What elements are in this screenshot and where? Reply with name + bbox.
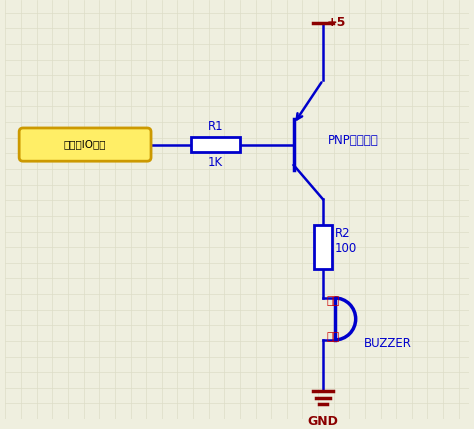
FancyBboxPatch shape [191, 137, 240, 152]
Text: BUZZER: BUZZER [364, 337, 411, 350]
Text: 正极: 正极 [327, 296, 340, 306]
Text: R2: R2 [335, 227, 350, 240]
Text: R1: R1 [208, 120, 223, 133]
Text: 1K: 1K [208, 156, 223, 169]
Text: 100: 100 [335, 242, 357, 255]
Text: +5: +5 [327, 15, 346, 29]
Text: 单片机IO端口: 单片机IO端口 [64, 139, 106, 150]
FancyBboxPatch shape [314, 225, 332, 269]
Text: PNP型三极管: PNP型三极管 [328, 134, 379, 147]
Text: 负极: 负极 [327, 332, 340, 342]
Text: GND: GND [308, 415, 338, 428]
FancyBboxPatch shape [19, 128, 151, 161]
